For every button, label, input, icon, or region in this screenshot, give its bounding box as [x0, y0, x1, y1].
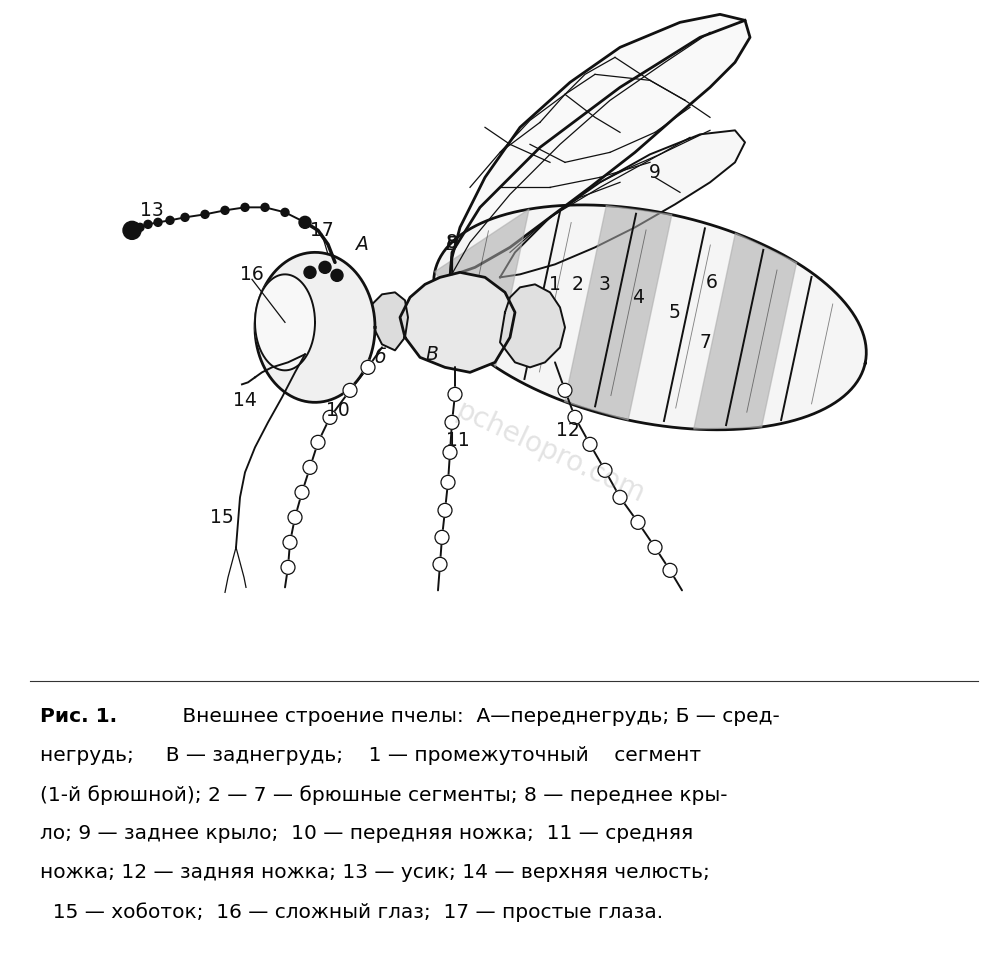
Text: 16: 16 — [240, 265, 264, 283]
Text: 15: 15 — [210, 507, 234, 527]
Circle shape — [304, 266, 316, 279]
Polygon shape — [400, 272, 515, 372]
Circle shape — [136, 223, 144, 232]
Circle shape — [583, 437, 597, 452]
Text: 13: 13 — [140, 201, 164, 220]
Text: 14: 14 — [233, 391, 257, 409]
Circle shape — [281, 560, 295, 575]
Circle shape — [558, 383, 572, 397]
Circle shape — [319, 261, 331, 273]
Text: 12: 12 — [556, 421, 580, 440]
Circle shape — [295, 485, 309, 500]
Text: ножка; 12 — задняя ножка; 13 — усик; 14 — верхняя челюсть;: ножка; 12 — задняя ножка; 13 — усик; 14 … — [40, 863, 711, 882]
Circle shape — [154, 218, 162, 227]
Circle shape — [438, 504, 452, 517]
Polygon shape — [500, 284, 565, 367]
Polygon shape — [450, 14, 750, 278]
Circle shape — [343, 383, 357, 397]
Circle shape — [301, 218, 309, 227]
Circle shape — [311, 435, 325, 450]
Circle shape — [648, 540, 662, 554]
Text: 15 — хоботок;  16 — сложный глаз;  17 — простые глаза.: 15 — хоботок; 16 — сложный глаз; 17 — пр… — [40, 901, 663, 922]
Circle shape — [598, 463, 612, 478]
Text: Б: Б — [446, 234, 459, 254]
Text: б: б — [374, 348, 386, 367]
Circle shape — [283, 535, 297, 550]
Text: 10: 10 — [327, 401, 350, 420]
Polygon shape — [564, 206, 671, 420]
Circle shape — [299, 216, 311, 229]
Polygon shape — [255, 274, 314, 370]
Circle shape — [261, 204, 269, 211]
Text: негрудь;     В — заднегрудь;    1 — промежуточный    сегмент: негрудь; В — заднегрудь; 1 — промежуточн… — [40, 746, 702, 765]
Text: Внешнее строение пчелы:  А—переднегрудь; Б — сред-: Внешнее строение пчелы: А—переднегрудь; … — [176, 707, 780, 727]
Circle shape — [303, 460, 317, 475]
Circle shape — [221, 207, 229, 214]
Circle shape — [448, 387, 462, 402]
Circle shape — [181, 213, 190, 221]
Polygon shape — [433, 205, 866, 430]
Circle shape — [613, 490, 627, 505]
Text: 17: 17 — [310, 221, 334, 240]
Text: 7: 7 — [700, 333, 711, 352]
Text: В: В — [425, 345, 438, 364]
Text: 4: 4 — [632, 288, 644, 307]
Circle shape — [144, 220, 152, 229]
Text: pchelopro.com: pchelopro.com — [452, 396, 649, 508]
Polygon shape — [434, 209, 529, 367]
Polygon shape — [500, 131, 745, 278]
Circle shape — [631, 515, 645, 530]
Text: 11: 11 — [447, 431, 470, 450]
Circle shape — [323, 410, 337, 425]
Circle shape — [443, 445, 457, 459]
Text: А: А — [356, 234, 369, 254]
Circle shape — [166, 216, 174, 224]
Circle shape — [123, 221, 141, 239]
Circle shape — [663, 563, 677, 578]
Text: (1-й брюшной); 2 — 7 — брюшные сегменты; 8 — переднее кры-: (1-й брюшной); 2 — 7 — брюшные сегменты;… — [40, 785, 728, 804]
Circle shape — [241, 204, 249, 211]
Circle shape — [281, 209, 289, 216]
Text: 6: 6 — [706, 273, 718, 292]
Circle shape — [331, 269, 343, 282]
Text: 1: 1 — [549, 275, 560, 294]
Circle shape — [131, 227, 139, 234]
Circle shape — [288, 510, 302, 525]
Text: Рис. 1.: Рис. 1. — [40, 707, 118, 727]
Text: 9: 9 — [649, 162, 661, 182]
Circle shape — [361, 360, 375, 375]
Text: 2: 2 — [573, 275, 584, 294]
Text: 3: 3 — [599, 275, 611, 294]
Circle shape — [445, 415, 459, 430]
Circle shape — [201, 210, 209, 218]
Circle shape — [435, 530, 449, 544]
Circle shape — [442, 476, 455, 489]
Polygon shape — [694, 234, 796, 429]
Polygon shape — [255, 253, 375, 403]
Text: 5: 5 — [669, 303, 681, 322]
Polygon shape — [370, 292, 408, 351]
Circle shape — [568, 410, 582, 425]
Circle shape — [433, 557, 447, 572]
Text: ло; 9 — заднее крыло;  10 — передняя ножка;  11 — средняя: ло; 9 — заднее крыло; 10 — передняя ножк… — [40, 824, 694, 843]
Text: 8: 8 — [447, 233, 458, 252]
